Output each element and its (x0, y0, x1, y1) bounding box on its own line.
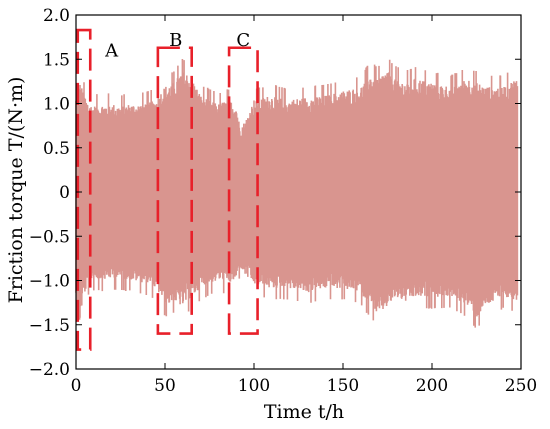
y-tick-label: 1.0 (43, 95, 70, 115)
y-tick-label: −1.5 (29, 316, 70, 336)
region-b-label: B (169, 30, 182, 51)
y-tick-label: 2.0 (43, 6, 70, 26)
region-a-box (76, 28, 92, 351)
y-axis-title: Friction torque T/(N·m) (5, 77, 27, 304)
region-a-label: A (104, 40, 119, 61)
y-tick-label: 0.5 (43, 139, 70, 159)
region-c-label: C (236, 30, 250, 51)
x-tick-label: 250 (505, 376, 537, 396)
annotation-layer: A B C (76, 28, 259, 351)
data-layer (75, 59, 519, 328)
x-tick-label: 100 (238, 376, 270, 396)
y-tick-label: −1.0 (29, 272, 70, 292)
x-axis-title: Time t/h (264, 401, 344, 423)
x-tick-label: 150 (327, 376, 359, 396)
x-tick-label: 50 (154, 376, 176, 396)
x-tick-label: 0 (71, 376, 82, 396)
region-b-box (156, 46, 194, 335)
region-c-box (227, 46, 259, 335)
axes-layer: 0 50 100 150 200 250 −2.0 −1.5 −1.0 −0.5 0 0.5 1.0 1.… (29, 6, 538, 396)
y-tick-label: 0 (59, 183, 70, 203)
signal-series (75, 59, 519, 328)
x-tick-label: 200 (416, 376, 448, 396)
y-tick-label: −2.0 (29, 360, 70, 380)
y-tick-label: −0.5 (29, 227, 70, 247)
y-tick-label: 1.5 (43, 50, 70, 70)
